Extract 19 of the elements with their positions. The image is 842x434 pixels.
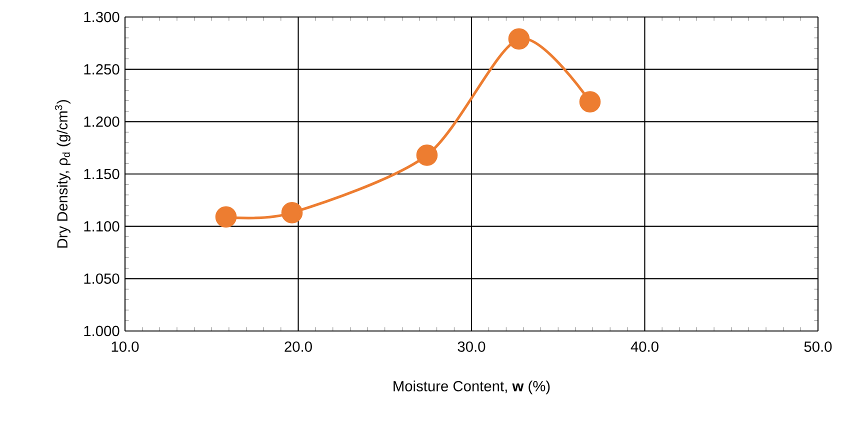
x-axis-title: Moisture Content, w (%) [394,380,550,394]
y-tick-label: 1.000 [84,326,120,336]
x-tick-label: 20.0 [284,341,312,352]
y-tick-label: 1.150 [84,168,120,180]
x-tick-label: 50.0 [804,341,832,352]
x-tick-label: 10.0 [112,341,139,352]
point [215,206,237,228]
point [416,144,438,166]
point [579,91,601,112]
y-axis-title: Dry Density, ρ$_{d}$ (g/cm$^{3}$) [54,100,70,248]
point [281,202,303,224]
x-tick-label: 30.0 [458,341,486,352]
y-tick-label: 1.300 [84,12,120,22]
x-tick-label: 40.0 [630,341,658,352]
y-tick-label: 1.250 [84,64,120,75]
point [508,28,530,50]
y-tick-label: 1.100 [84,221,120,232]
y-tick-label: 1.200 [84,116,120,127]
y-tick-label: 1.050 [84,273,120,284]
